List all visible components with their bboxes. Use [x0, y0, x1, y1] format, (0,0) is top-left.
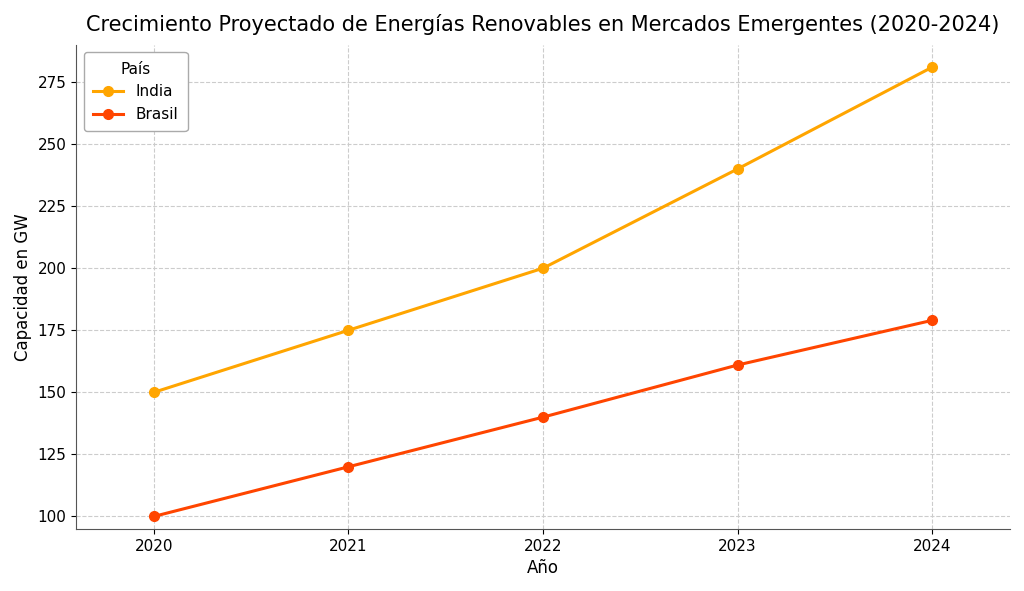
Brasil — [926, 317, 938, 324]
Brasil — [731, 362, 743, 369]
Line: Brasil: Brasil — [150, 316, 937, 521]
Title: Crecimiento Proyectado de Energías Renovables en Mercados Emergentes (2020-2024): Crecimiento Proyectado de Energías Renov… — [86, 14, 999, 35]
X-axis label: Año: Año — [527, 559, 559, 577]
Y-axis label: Capacidad en GW: Capacidad en GW — [14, 213, 32, 361]
India — [537, 265, 549, 272]
India — [731, 165, 743, 173]
India — [147, 389, 160, 396]
Brasil — [147, 513, 160, 520]
India — [926, 64, 938, 71]
Brasil — [342, 463, 354, 470]
Line: India: India — [150, 62, 937, 397]
India — [342, 327, 354, 334]
Brasil — [537, 414, 549, 421]
Legend: India, Brasil: India, Brasil — [84, 53, 187, 131]
